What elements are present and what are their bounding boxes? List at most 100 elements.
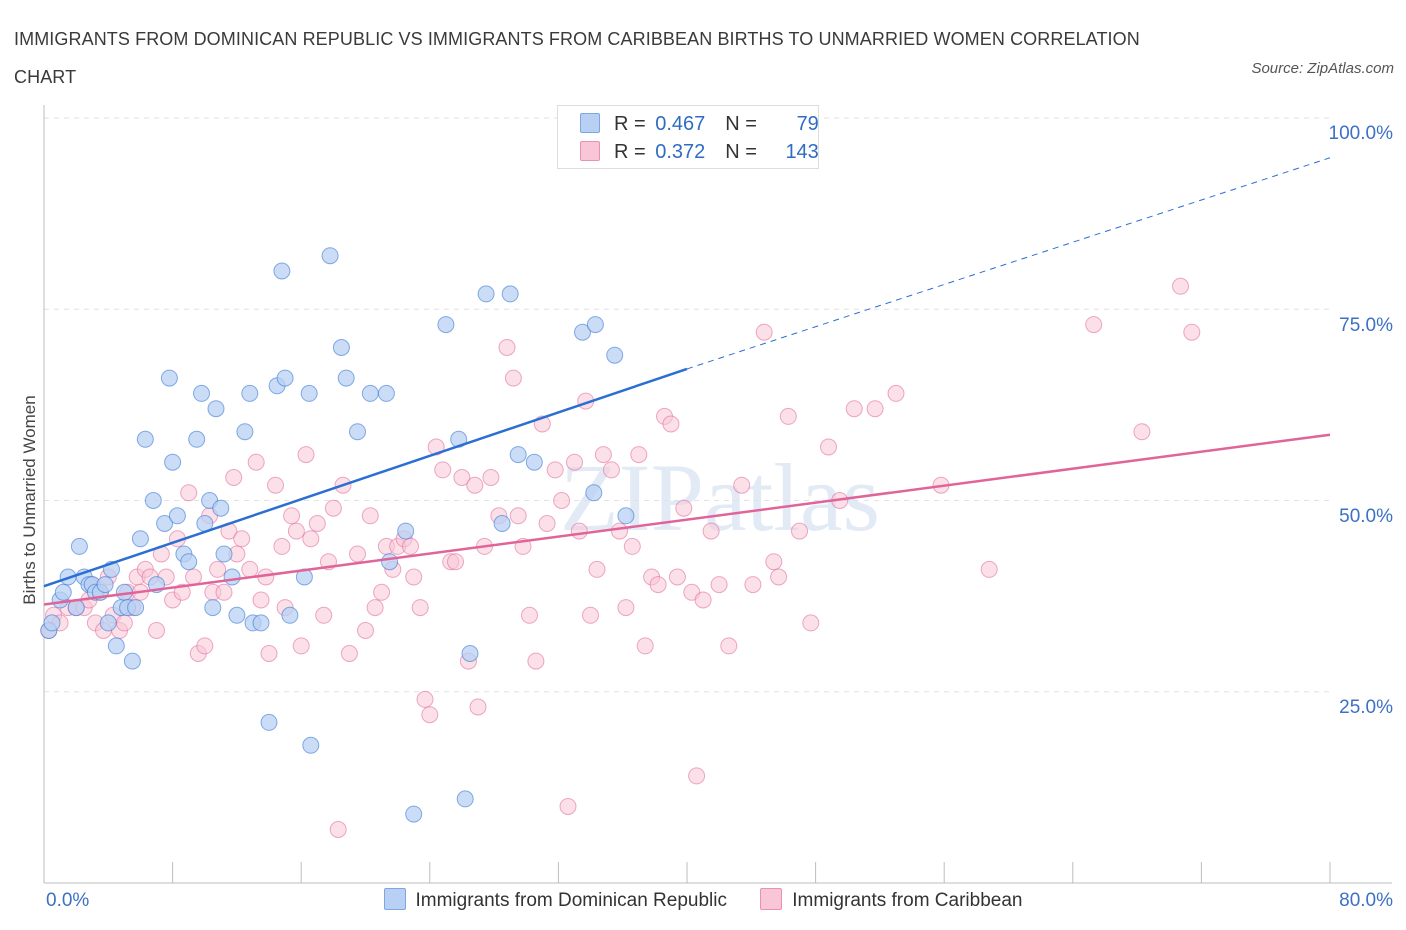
legend-swatch-dominican (383, 888, 406, 910)
caribbean-point (636, 637, 654, 655)
caribbean-point (273, 537, 291, 555)
caribbean-point (196, 637, 214, 655)
dominican-point (585, 484, 603, 502)
dominican-point (43, 614, 61, 632)
legend-swatch-caribbean (760, 888, 783, 910)
dominican-point (349, 423, 366, 441)
dominican-point (461, 645, 479, 662)
caribbean-point (247, 453, 265, 471)
caribbean-point (1085, 316, 1103, 334)
caribbean-point (802, 614, 820, 632)
dominican-point (228, 606, 246, 624)
chart-title: IMMIGRANTS FROM DOMINICAN REPUBLIC VS IM… (14, 29, 1140, 87)
legend-item-dominican[interactable]: Immigrants from Dominican Republic (383, 888, 727, 912)
caribbean-point (588, 560, 606, 578)
caribbean-point (447, 553, 464, 571)
dominican-point (188, 430, 206, 448)
caribbean-point (287, 522, 305, 540)
dominican-point (241, 384, 259, 402)
n-label: N = (725, 141, 757, 163)
dominican-point (437, 316, 455, 334)
caribbean-point (559, 798, 577, 815)
caribbean-point (357, 622, 374, 639)
dominican-point (273, 262, 291, 280)
x-tick-max: 80.0% (1339, 890, 1393, 911)
dominican-point (337, 369, 355, 387)
caribbean-point (453, 469, 471, 486)
dominican-point (456, 790, 474, 808)
caribbean-point (527, 652, 545, 670)
caribbean-point (582, 606, 599, 624)
y-tick-50: 50.0% (1339, 506, 1393, 527)
dominican-point (509, 446, 527, 464)
caribbean-point (411, 599, 429, 617)
caribbean-point (297, 446, 315, 464)
grid-lines (44, 117, 1330, 693)
caribbean-point (675, 499, 693, 517)
caribbean-point (553, 492, 571, 509)
caribbean-point (887, 384, 905, 402)
caribbean-point (482, 469, 500, 486)
caribbean-point (710, 576, 728, 594)
caribbean-points (40, 277, 1201, 838)
dominican-point (300, 384, 318, 402)
caribbean-point (720, 637, 738, 655)
dominican-point (204, 599, 222, 617)
caribbean-point (148, 622, 165, 639)
caribbean-point (866, 400, 884, 418)
caribbean-point (349, 545, 366, 563)
caribbean-point (308, 515, 326, 532)
r-value: 0.467 (655, 113, 706, 135)
dominican-point (127, 599, 145, 617)
dominican-point (168, 507, 186, 525)
caribbean-point (617, 599, 635, 617)
caribbean-point (215, 583, 233, 601)
caribbean-point (733, 476, 751, 494)
caribbean-point (498, 339, 516, 356)
y-tick-25: 25.0% (1339, 697, 1393, 718)
stats-row-dominican: R = 0.467 N = 79 (580, 110, 819, 138)
dominican-point (54, 583, 72, 601)
dominican-point (207, 400, 225, 418)
trend-lines (43, 157, 1331, 606)
dominican-point (156, 515, 174, 532)
dominican-point (321, 247, 339, 265)
dominican-point (180, 553, 198, 571)
caribbean-point (744, 576, 762, 594)
axes (43, 105, 1392, 884)
dominican-points (40, 247, 635, 823)
caribbean-point (283, 507, 301, 525)
caribbean-point (185, 568, 202, 586)
dominican-point (397, 522, 415, 540)
caribbean-point (1133, 423, 1151, 441)
dominican-point (99, 614, 117, 632)
caribbean-point (602, 461, 620, 479)
caribbean-point (292, 637, 310, 655)
caribbean-point (340, 645, 358, 662)
caribbean-point (755, 323, 773, 341)
legend-label-caribbean: Immigrants from Caribbean (792, 890, 1023, 911)
y-tick-100: 100.0% (1328, 123, 1393, 144)
caribbean-point (361, 507, 379, 525)
dominican-point (586, 316, 604, 334)
caribbean-point (252, 591, 270, 609)
dominican-point (606, 346, 624, 364)
stats-box: R = 0.467 N = 79 R = 0.372 N = 143 (557, 105, 819, 169)
caribbean-point (180, 484, 198, 502)
dominican-point (405, 805, 423, 823)
dominican-point (332, 339, 350, 356)
caribbean-point (233, 530, 251, 548)
caribbean-point (791, 522, 808, 540)
caribbean-point (594, 446, 612, 464)
source-credit: Source: ZipAtlas.com (1251, 60, 1394, 77)
legend-item-caribbean[interactable]: Immigrants from Caribbean (760, 888, 1022, 912)
caribbean-point (570, 522, 588, 540)
caribbean-point (302, 530, 320, 548)
caribbean-point (434, 461, 452, 479)
caribbean-point (694, 591, 712, 609)
legend: Immigrants from Dominican Republic Immig… (0, 888, 1406, 912)
caribbean-point (521, 606, 538, 624)
caribbean-point (702, 522, 720, 540)
dominican-point (381, 553, 399, 571)
